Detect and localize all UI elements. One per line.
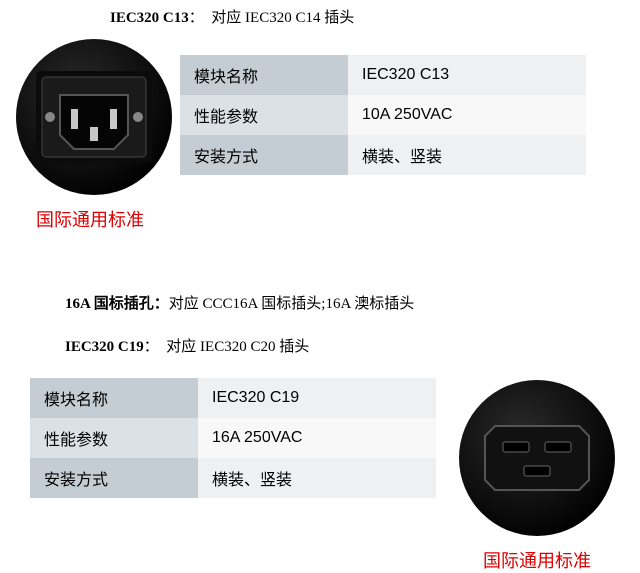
sec1-table: 模块名称 IEC320 C13 性能参数 10A 250VAC 安装方式 横装、… xyxy=(180,55,586,175)
sec2-table: 模块名称 IEC320 C19 性能参数 16A 250VAC 安装方式 横装、… xyxy=(30,378,436,498)
sec1-header: IEC320 C13： 对应 IEC320 C14 插头 xyxy=(0,6,640,27)
table-row: 性能参数 16A 250VAC xyxy=(30,418,436,458)
table-row: 模块名称 IEC320 C13 xyxy=(180,55,586,95)
sec2-photo-wrap: 国际通用标准 xyxy=(452,378,622,573)
sec1-row3-value: 横装、竖装 xyxy=(348,135,586,175)
midline: 16A 国标插孔：对应 CCC16A 国标插头;16A 澳标插头 xyxy=(65,292,640,313)
sec2-header-sep: ： xyxy=(144,339,159,355)
midline-rest: 对应 CCC16A 国标插头;16A 澳标插头 xyxy=(169,296,414,312)
sec1-caption: 国际通用标准 xyxy=(0,206,180,232)
table-row: 安装方式 横装、竖装 xyxy=(180,135,586,175)
c13-socket-image xyxy=(14,37,174,197)
midline-bold: 16A 国标插孔： xyxy=(65,296,169,312)
sec1-row1-label: 模块名称 xyxy=(180,55,348,95)
sec2-row2-label: 性能参数 xyxy=(30,418,198,458)
sec1-row2-value: 10A 250VAC xyxy=(348,95,586,135)
sec2-row1-value: IEC320 C19 xyxy=(198,378,436,418)
table-row: 安装方式 横装、竖装 xyxy=(30,458,436,498)
section2: 模块名称 IEC320 C19 性能参数 16A 250VAC 安装方式 横装、… xyxy=(0,378,640,573)
table-row: 模块名称 IEC320 C19 xyxy=(30,378,436,418)
sec2-caption: 国际通用标准 xyxy=(452,547,622,573)
sec2-row3-label: 安装方式 xyxy=(30,458,198,498)
table-row: 性能参数 10A 250VAC xyxy=(180,95,586,135)
sec1-row1-value: IEC320 C13 xyxy=(348,55,586,95)
sec2-row1-label: 模块名称 xyxy=(30,378,198,418)
sec1-row2-label: 性能参数 xyxy=(180,95,348,135)
sec1-header-bold: IEC320 C13 xyxy=(110,10,189,26)
sec2-row3-value: 横装、竖装 xyxy=(198,458,436,498)
sec2-header-rest: 对应 IEC320 C20 插头 xyxy=(166,339,309,355)
sec2-row2-value: 16A 250VAC xyxy=(198,418,436,458)
mid-headers: 16A 国标插孔：对应 CCC16A 国标插头;16A 澳标插头 IEC320 … xyxy=(0,292,640,356)
sec1-header-rest: 对应 IEC320 C14 插头 xyxy=(211,10,354,26)
sec1-header-sep: ： xyxy=(189,10,204,26)
sec1-photo-wrap: 国际通用标准 xyxy=(0,37,180,232)
sec2-header: IEC320 C19： 对应 IEC320 C20 插头 xyxy=(65,335,640,356)
sec2-header-bold: IEC320 C19 xyxy=(65,339,144,355)
section1: 国际通用标准 模块名称 IEC320 C13 性能参数 10A 250VAC 安… xyxy=(0,37,640,232)
sec1-row3-label: 安装方式 xyxy=(180,135,348,175)
c19-socket-image xyxy=(457,378,617,538)
